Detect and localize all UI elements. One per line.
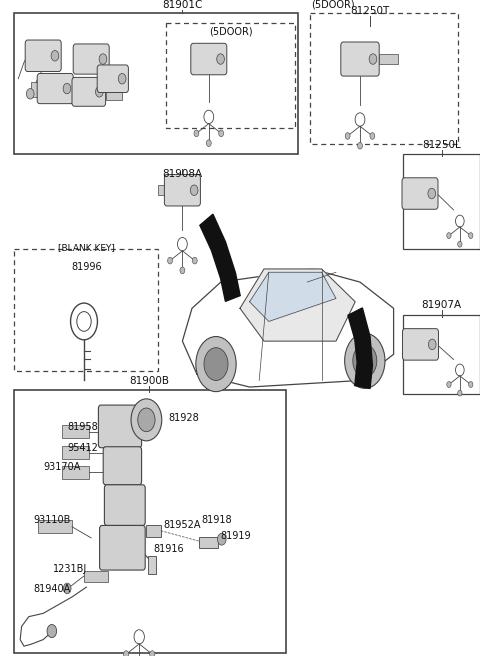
- Circle shape: [428, 188, 435, 199]
- Circle shape: [99, 54, 107, 64]
- Circle shape: [353, 344, 377, 377]
- Circle shape: [457, 241, 462, 247]
- FancyBboxPatch shape: [100, 525, 145, 570]
- Text: (5DOOR): (5DOOR): [209, 26, 252, 36]
- Text: 81952A: 81952A: [163, 520, 201, 530]
- Text: 81918: 81918: [202, 515, 232, 525]
- Circle shape: [206, 140, 211, 146]
- Circle shape: [26, 89, 34, 99]
- Circle shape: [345, 333, 385, 388]
- Circle shape: [180, 267, 185, 274]
- Text: 81940A: 81940A: [34, 584, 71, 594]
- Circle shape: [447, 233, 451, 239]
- Bar: [146, 525, 161, 537]
- Bar: [31, 82, 48, 97]
- Circle shape: [131, 399, 162, 441]
- Text: 81916: 81916: [154, 544, 184, 554]
- Circle shape: [123, 651, 129, 656]
- Circle shape: [150, 651, 155, 656]
- Text: 93170A: 93170A: [43, 462, 81, 472]
- FancyBboxPatch shape: [72, 77, 106, 106]
- Bar: [14, 13, 298, 154]
- FancyBboxPatch shape: [105, 485, 145, 525]
- FancyBboxPatch shape: [73, 44, 109, 74]
- Bar: [199, 537, 218, 548]
- Circle shape: [457, 390, 462, 396]
- Text: 81250T: 81250T: [350, 7, 389, 16]
- Circle shape: [63, 83, 71, 94]
- FancyBboxPatch shape: [103, 447, 142, 485]
- Circle shape: [190, 185, 198, 195]
- Circle shape: [118, 73, 126, 84]
- Circle shape: [196, 337, 236, 392]
- Polygon shape: [240, 269, 355, 341]
- Text: 81958: 81958: [67, 422, 98, 432]
- Bar: [62, 446, 89, 459]
- Circle shape: [194, 130, 199, 136]
- Circle shape: [63, 583, 71, 594]
- Bar: [38, 520, 72, 533]
- Text: 93110B: 93110B: [34, 515, 71, 525]
- Circle shape: [192, 257, 197, 264]
- Text: 81919: 81919: [221, 531, 252, 541]
- Circle shape: [47, 625, 57, 638]
- Bar: [106, 87, 122, 100]
- Bar: [14, 390, 286, 653]
- Bar: [310, 13, 458, 144]
- Text: 81928: 81928: [168, 413, 199, 423]
- Circle shape: [217, 533, 226, 545]
- FancyBboxPatch shape: [341, 42, 379, 76]
- Polygon shape: [182, 269, 394, 387]
- FancyBboxPatch shape: [402, 329, 439, 360]
- Circle shape: [429, 339, 436, 350]
- Bar: [62, 425, 89, 438]
- FancyBboxPatch shape: [98, 405, 142, 448]
- Circle shape: [96, 87, 103, 97]
- Circle shape: [204, 348, 228, 380]
- Text: 95412: 95412: [67, 443, 98, 453]
- Circle shape: [168, 257, 172, 264]
- Circle shape: [138, 408, 155, 432]
- FancyBboxPatch shape: [37, 73, 73, 104]
- FancyBboxPatch shape: [25, 40, 61, 72]
- Circle shape: [219, 130, 224, 136]
- Bar: [14, 249, 158, 371]
- Text: 81900B: 81900B: [129, 376, 169, 386]
- FancyBboxPatch shape: [191, 43, 227, 75]
- Bar: [166, 23, 295, 128]
- Bar: [379, 54, 398, 64]
- Circle shape: [345, 133, 350, 139]
- Text: 81250L: 81250L: [422, 140, 461, 150]
- Polygon shape: [250, 272, 336, 321]
- Text: 81901C: 81901C: [162, 0, 203, 10]
- Text: 81907A: 81907A: [421, 300, 462, 310]
- FancyBboxPatch shape: [402, 178, 438, 209]
- Circle shape: [468, 233, 473, 239]
- Bar: [403, 315, 480, 394]
- Text: (5DOOR): (5DOOR): [311, 0, 355, 10]
- Text: 1231BJ: 1231BJ: [53, 564, 87, 574]
- Circle shape: [358, 142, 362, 149]
- Text: [BLANK KEY]: [BLANK KEY]: [58, 243, 115, 253]
- Circle shape: [468, 382, 473, 388]
- Polygon shape: [200, 215, 240, 301]
- Text: 81908A: 81908A: [162, 169, 203, 179]
- Circle shape: [369, 54, 377, 64]
- Polygon shape: [348, 308, 372, 388]
- Circle shape: [51, 51, 59, 61]
- FancyBboxPatch shape: [164, 174, 201, 206]
- Bar: [62, 466, 89, 479]
- Circle shape: [447, 382, 451, 388]
- Bar: [158, 185, 174, 195]
- Bar: [148, 556, 156, 574]
- Bar: [403, 154, 480, 249]
- Circle shape: [370, 133, 375, 139]
- FancyBboxPatch shape: [97, 65, 128, 92]
- Circle shape: [217, 54, 225, 64]
- Bar: [84, 571, 108, 582]
- Text: 81996: 81996: [71, 262, 102, 272]
